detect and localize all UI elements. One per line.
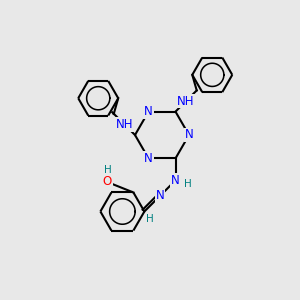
Text: H: H <box>184 179 191 189</box>
Text: N: N <box>184 128 194 142</box>
Text: NH: NH <box>177 94 195 107</box>
Text: N: N <box>171 174 180 187</box>
Text: NH: NH <box>116 118 133 131</box>
Text: H: H <box>103 165 111 176</box>
Text: H: H <box>146 214 153 224</box>
Text: O: O <box>103 175 112 188</box>
Text: N: N <box>156 189 164 203</box>
Text: N: N <box>144 105 153 118</box>
Text: N: N <box>144 152 153 165</box>
